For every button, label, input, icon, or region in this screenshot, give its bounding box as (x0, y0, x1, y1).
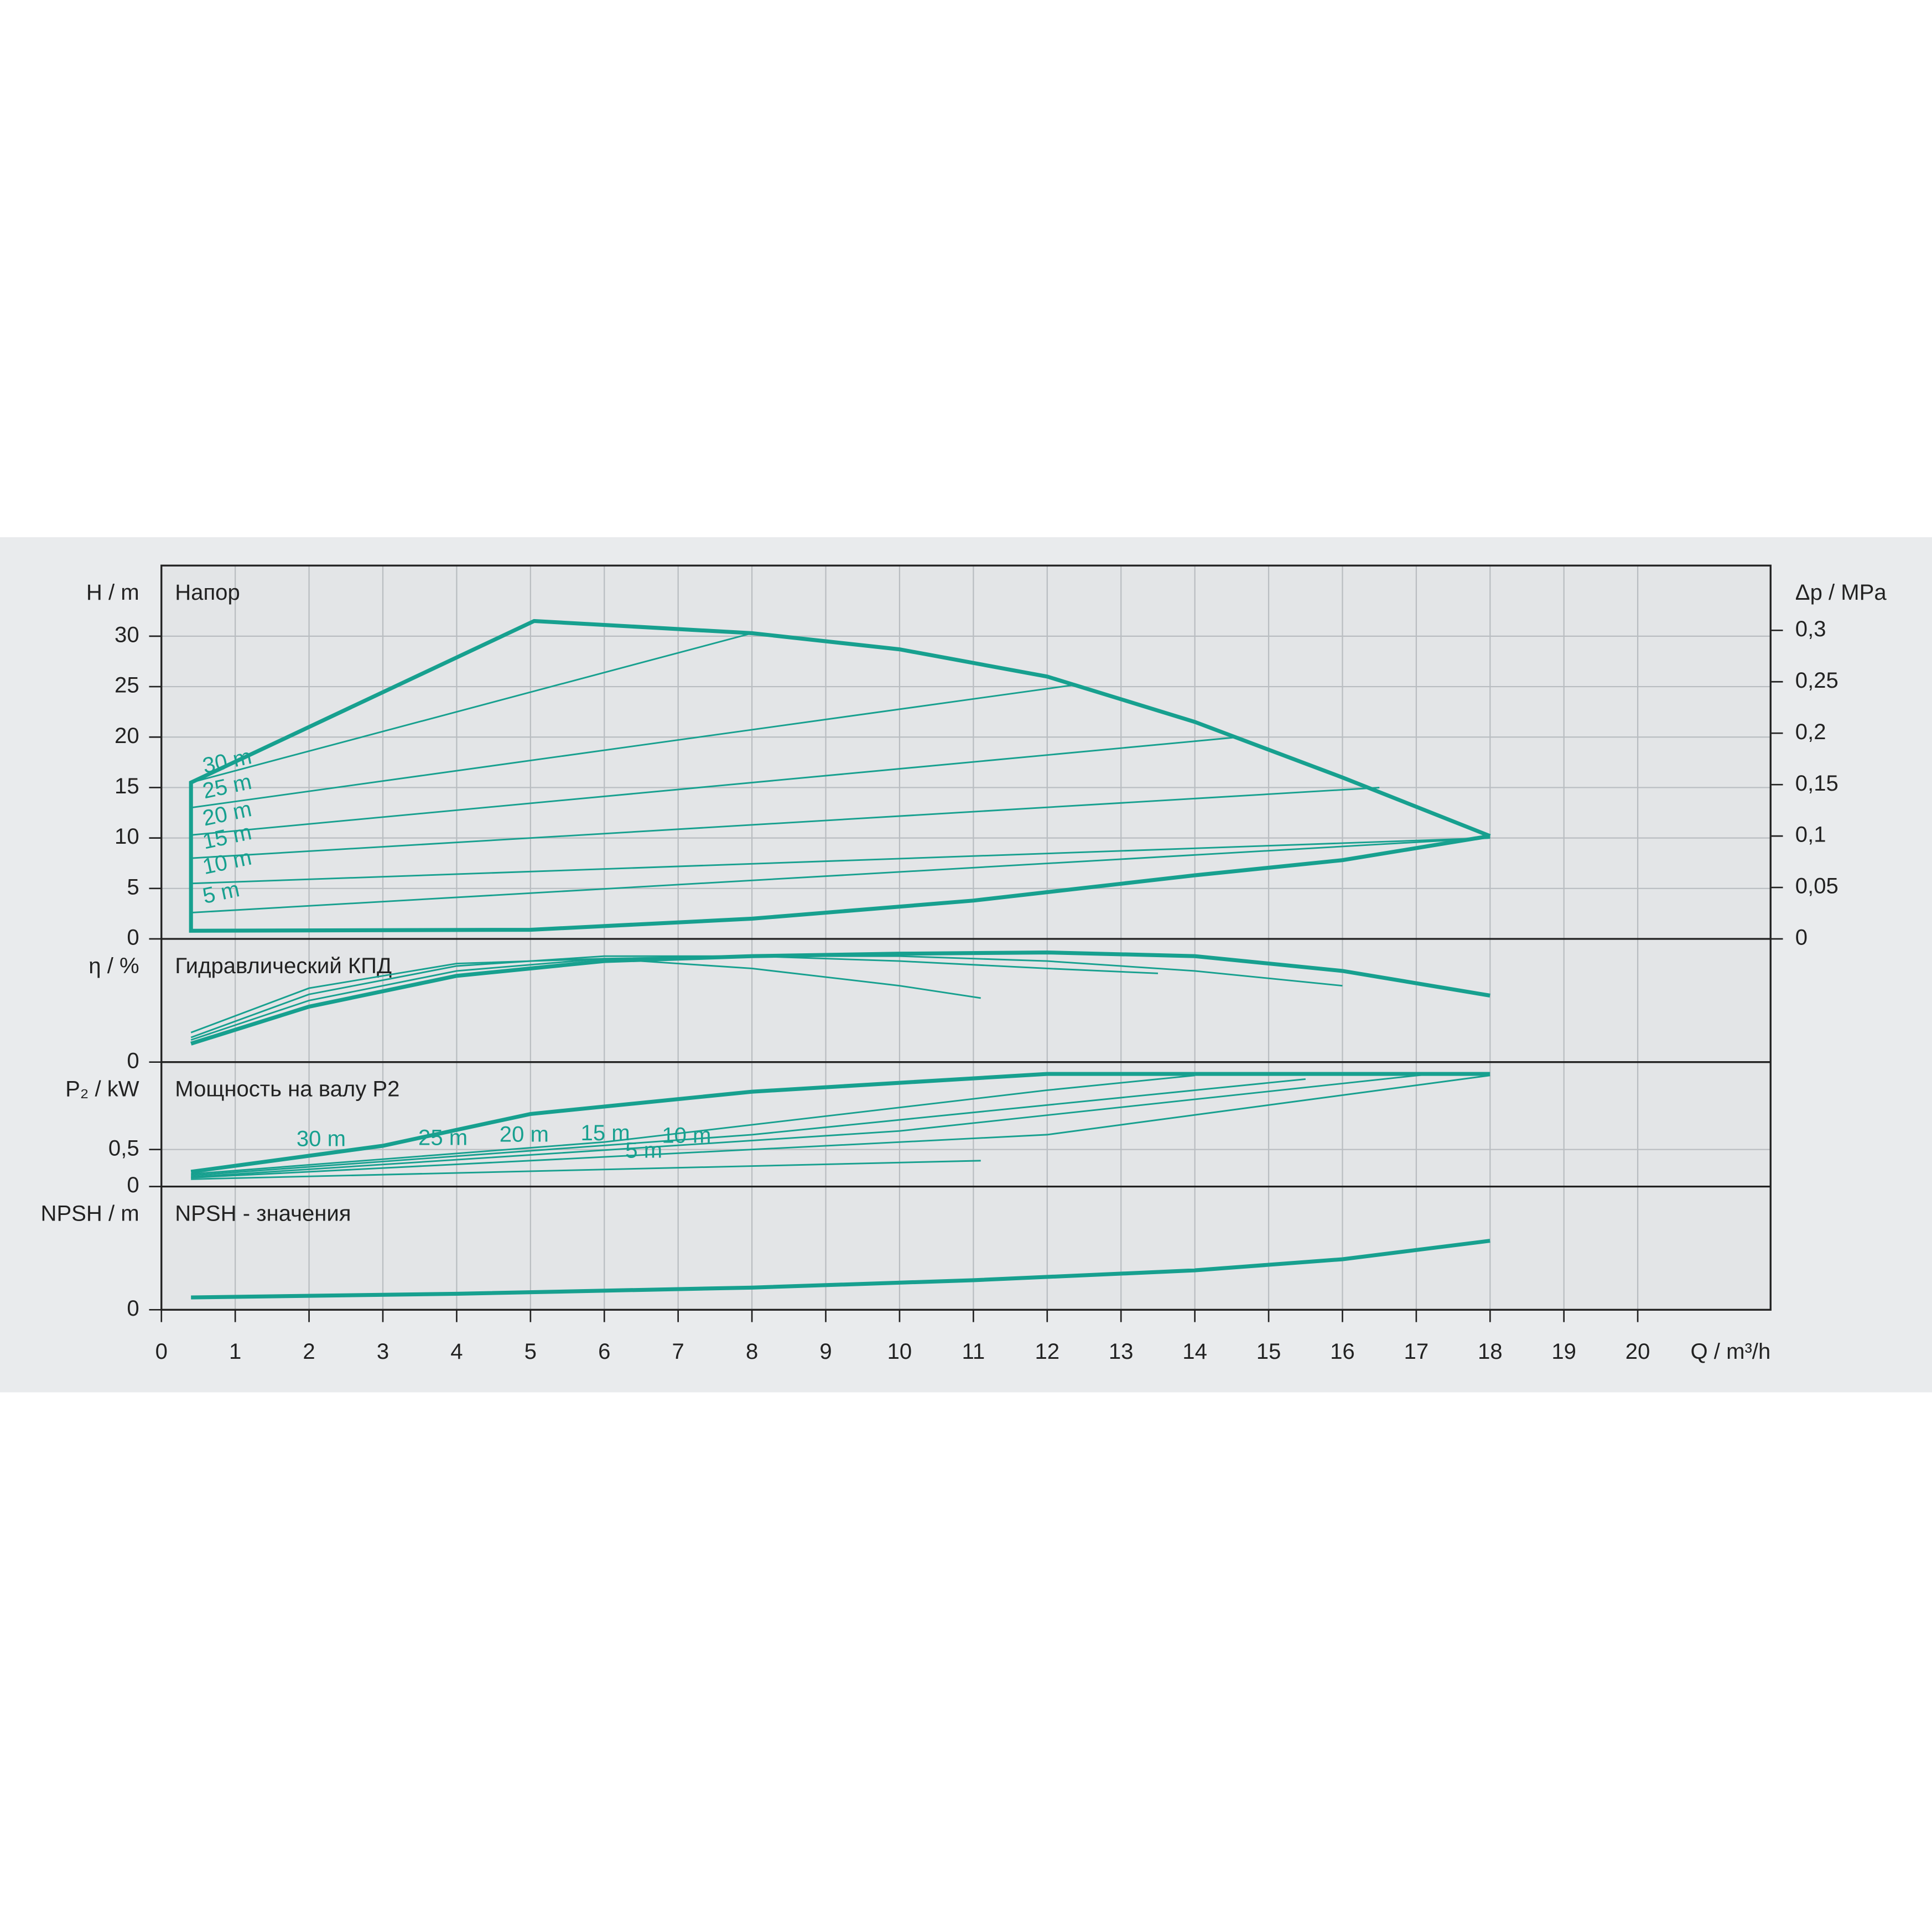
series-label: 15 m (581, 1121, 630, 1145)
data-line (191, 1074, 1195, 1175)
y2-tick-label: 0,15 (1795, 771, 1838, 796)
x-tick-label: 14 (1182, 1339, 1207, 1364)
panel-title: NPSH - значения (175, 1201, 351, 1225)
x-tick-label: 4 (450, 1339, 463, 1364)
x-tick-label: 6 (598, 1339, 610, 1364)
x-tick-label: 7 (672, 1339, 684, 1364)
data-line (190, 1072, 1490, 1174)
series-label: 20 m (500, 1122, 549, 1146)
plot-frame (160, 564, 1772, 1311)
x-tick-label: 20 (1625, 1339, 1650, 1364)
y2-tick-label: 0,1 (1795, 823, 1826, 847)
x-tick-label: 17 (1404, 1339, 1429, 1364)
data-line (191, 837, 1490, 914)
y-axis-label: η / % (89, 954, 139, 978)
y2-tick-label: 0,05 (1795, 874, 1838, 899)
x-tick-label: 0 (155, 1339, 168, 1364)
plot-area (161, 565, 1771, 1310)
x-tick-label: 11 (962, 1339, 985, 1364)
panel-title: Мощность на валу P2 (175, 1077, 399, 1102)
y-tick-label: 0 (127, 926, 139, 950)
x-tick-label: 9 (819, 1339, 832, 1364)
y-tick-label: 0 (127, 1048, 139, 1073)
data-line (191, 1074, 1490, 1179)
y2-tick-label: 0 (1795, 926, 1808, 950)
x-tick-label: 15 (1256, 1339, 1281, 1364)
y2-axis-label: Δp / MPa (1795, 580, 1887, 605)
y-tick-label: 0 (127, 1296, 139, 1321)
x-tick-label: 3 (377, 1339, 389, 1364)
y2-tick-label: 0,3 (1795, 617, 1826, 641)
series-label: 25 m (418, 1126, 468, 1150)
x-tick-label: 10 (887, 1339, 912, 1364)
data-line (191, 1072, 1439, 1178)
x-tick-label: 1 (229, 1339, 241, 1364)
data-line (190, 950, 1490, 1046)
x-tick-label: 8 (746, 1339, 758, 1364)
data-line (190, 958, 981, 1033)
data-line (191, 1239, 1490, 1300)
x-tick-label: 12 (1035, 1339, 1060, 1364)
data-line (189, 619, 1491, 933)
data-line (191, 1160, 981, 1180)
data-line (191, 837, 1490, 885)
panel-title: Напор (175, 580, 240, 605)
x-tick-label: 13 (1109, 1339, 1134, 1364)
series-label: 5 m (625, 1138, 662, 1162)
series-label: 10 m (662, 1123, 711, 1147)
y-tick-label: 10 (115, 824, 139, 849)
data-line (191, 736, 1239, 836)
x-tick-label: 5 (524, 1339, 537, 1364)
y-axis-label: NPSH / m (41, 1201, 139, 1225)
data-line (191, 1078, 1306, 1177)
data-line (190, 955, 1159, 1038)
data-line (191, 787, 1380, 859)
y-tick-label: 0 (127, 1173, 139, 1197)
y-tick-label: 30 (115, 622, 139, 647)
y-tick-label: 20 (115, 724, 139, 748)
data-line (190, 632, 752, 783)
y-tick-label: 5 (127, 875, 139, 899)
x-axis-label: Q / m³/h (1691, 1339, 1771, 1364)
panel-title: Гидравлический КПД (175, 954, 392, 978)
y-tick-label: 0,5 (108, 1136, 139, 1160)
x-tick-label: 2 (303, 1339, 315, 1364)
y2-tick-label: 0,2 (1795, 720, 1826, 744)
y-axis-label: P₂ / kW (65, 1077, 139, 1102)
y-axis-label: H / m (86, 580, 139, 605)
series-label: 30 m (297, 1127, 346, 1151)
data-line (190, 683, 1077, 809)
y-tick-label: 15 (115, 774, 139, 798)
y2-tick-label: 0,25 (1795, 668, 1838, 693)
y-tick-label: 25 (115, 673, 139, 698)
x-tick-label: 19 (1551, 1339, 1576, 1364)
x-tick-label: 18 (1478, 1339, 1503, 1364)
x-tick-label: 16 (1330, 1339, 1355, 1364)
